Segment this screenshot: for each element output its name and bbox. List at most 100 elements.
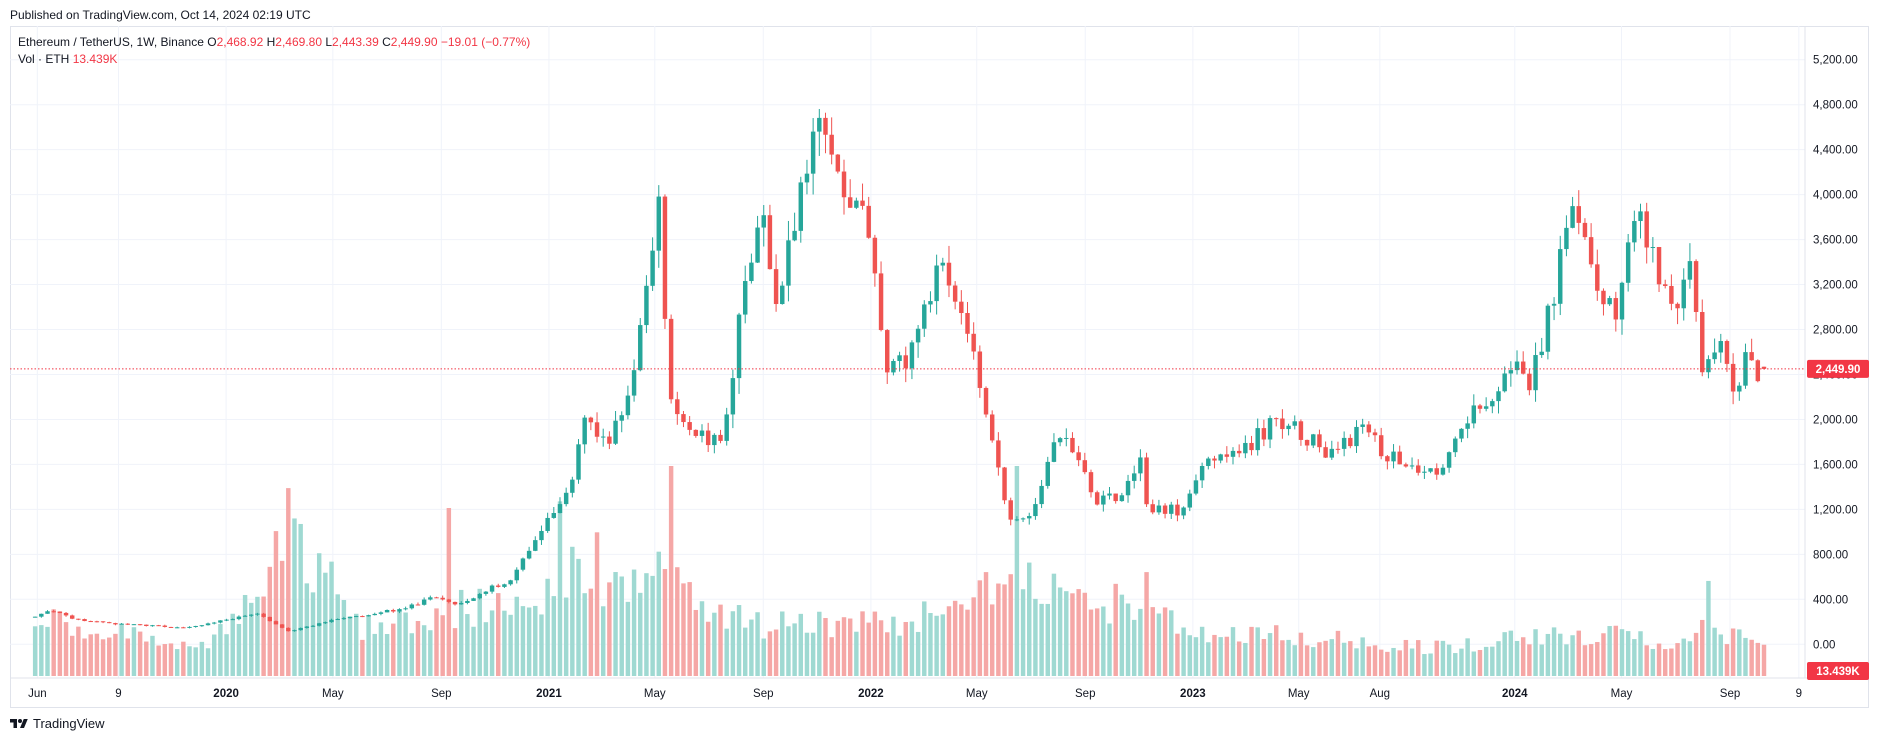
candle-body	[675, 399, 680, 415]
candle-body	[891, 360, 896, 373]
candle-body	[588, 417, 594, 423]
volume-bar	[181, 641, 186, 676]
candle-body	[1187, 493, 1193, 508]
volume-bar	[545, 578, 550, 676]
candle-body	[1477, 405, 1483, 409]
candle-body	[397, 609, 402, 612]
volume-bar	[1397, 650, 1402, 676]
candle-body	[1416, 465, 1421, 473]
candle-body	[533, 540, 538, 551]
ohlc-legend-row: Ethereum / TetherUS, 1W, Binance O2,468.…	[18, 34, 530, 51]
volume-bar	[866, 622, 871, 676]
candle-body	[51, 611, 56, 613]
volume-bar	[798, 613, 804, 676]
candle-body	[668, 318, 674, 400]
candle-body	[125, 623, 130, 625]
volume-bar	[94, 633, 100, 676]
candle-body	[150, 625, 155, 627]
volume-bar	[514, 596, 519, 676]
candle-body	[1348, 437, 1353, 447]
volume-bar	[1681, 638, 1686, 676]
candle-body	[514, 569, 519, 581]
candle-body	[1311, 434, 1316, 446]
volume-bar	[292, 518, 297, 676]
x-tick-label: May	[644, 688, 666, 700]
candle-body	[1564, 227, 1569, 250]
volume-bar	[1638, 631, 1643, 676]
volume-bar	[687, 582, 692, 676]
candle-body	[1675, 303, 1680, 309]
candle-body	[835, 154, 841, 172]
candle-body	[977, 351, 983, 388]
symbol-title[interactable]: Ethereum / TetherUS, 1W, Binance	[18, 35, 204, 49]
candle-body	[57, 612, 63, 614]
volume-bar	[1416, 640, 1421, 676]
x-tick-label: May	[1288, 688, 1310, 700]
candle-body	[286, 627, 291, 632]
candle-body	[1755, 360, 1761, 382]
volume-bar	[1144, 572, 1149, 676]
candle-body	[1570, 206, 1575, 228]
volume-bar	[273, 531, 279, 676]
footer-brand-text: TradingView	[33, 716, 105, 731]
candle-body	[897, 355, 902, 361]
candle-body	[471, 598, 476, 601]
y-tick-label: 2,000.00	[1813, 414, 1858, 426]
candle-body	[1138, 457, 1143, 474]
volume-bar	[1761, 644, 1767, 676]
last-volume-tag	[1807, 662, 1869, 680]
volume-bar	[156, 645, 161, 676]
candle-body	[1113, 493, 1118, 502]
volume-bar	[496, 593, 501, 676]
volume-bar	[403, 612, 408, 676]
volume-bar	[1156, 613, 1162, 676]
candle-body	[823, 117, 828, 135]
candle-body	[1724, 341, 1730, 364]
volume-bar	[1280, 640, 1285, 676]
volume-bar	[1175, 633, 1180, 676]
volume-bar	[378, 622, 384, 676]
candle-body	[798, 182, 804, 231]
candle-body	[1632, 221, 1637, 243]
candle-body	[1545, 305, 1551, 352]
volume-label[interactable]: Vol · ETH	[18, 52, 70, 66]
volume-bar	[520, 606, 526, 676]
candle-body	[1039, 485, 1044, 505]
candle-body	[292, 630, 297, 632]
candle-body	[847, 197, 853, 208]
volume-bar	[69, 635, 75, 676]
volume-bar	[1138, 608, 1143, 676]
candle-body	[211, 622, 217, 624]
candle-body	[1354, 426, 1359, 447]
y-tick-label: 400.00	[1813, 594, 1848, 606]
candle-body	[1465, 423, 1470, 429]
volume-bar	[1366, 646, 1372, 676]
volume-bar	[1224, 636, 1230, 676]
candle-body	[1434, 468, 1439, 475]
y-tick-label: 3,200.00	[1813, 280, 1858, 292]
candle-body	[1150, 504, 1155, 513]
candle-body	[1403, 464, 1409, 467]
candle-body	[773, 269, 779, 305]
candle-body	[705, 430, 711, 446]
volume-bar	[1206, 642, 1211, 676]
volume-bar	[458, 589, 464, 676]
candle-body	[1070, 437, 1075, 453]
volume-bar	[1372, 645, 1378, 676]
candle-body	[1144, 457, 1149, 505]
candle-body	[989, 414, 995, 441]
x-tick-label: 2022	[858, 688, 884, 700]
volume-bar	[1490, 646, 1495, 676]
volume-bar	[341, 600, 347, 676]
volume-bar	[428, 630, 433, 676]
candle-body	[1378, 435, 1384, 457]
candle-body	[415, 604, 421, 606]
volume-bar	[1267, 633, 1273, 676]
candle-body	[496, 585, 501, 587]
candle-body	[1045, 461, 1050, 486]
volume-bar	[1243, 642, 1248, 676]
volume-bar	[477, 588, 482, 676]
volume-bar	[1465, 638, 1470, 676]
candle-body	[860, 200, 865, 206]
